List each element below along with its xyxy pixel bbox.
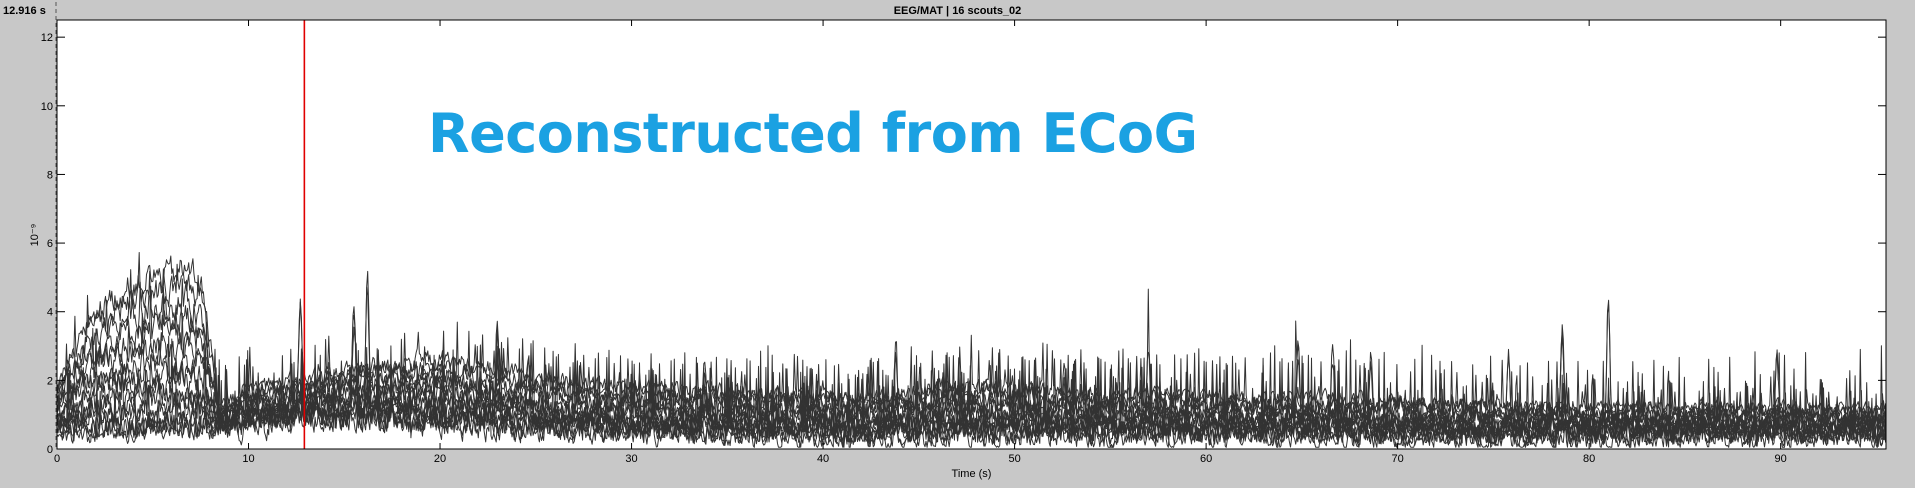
x-tick-label: 80 (1583, 453, 1595, 465)
figure-title: EEG/MAT | 16 scouts_02 (893, 5, 1022, 17)
x-tick-label: 50 (1008, 453, 1020, 465)
scout-trace-15 (56, 252, 1887, 421)
x-tick-label: 60 (1200, 453, 1212, 465)
x-tick-label: 70 (1392, 453, 1404, 465)
cursor-time-readout: 12.916 s (3, 5, 46, 17)
x-tick-label: 10 (242, 453, 254, 465)
y-tick-label: 10 (41, 101, 53, 113)
x-axis-label: Time (s) (952, 468, 992, 480)
scout-trace-16 (56, 255, 1887, 417)
y-tick-label: 6 (47, 238, 53, 250)
scout-trace-10 (56, 344, 1887, 434)
y-tick-label: 12 (41, 32, 53, 44)
y-tick-label: 8 (47, 169, 53, 181)
x-tick-label: 20 (434, 453, 446, 465)
y-axis-label: 10⁻⁹ (29, 224, 41, 247)
x-tick-label: 0 (54, 453, 60, 465)
x-tick-label: 30 (625, 453, 637, 465)
plot-area (57, 20, 1886, 449)
y-axis: 0 2 4 6 8 10 12 (41, 2, 1886, 456)
plot-frame (56, 19, 1887, 450)
y-tick-label: 0 (47, 444, 53, 456)
x-axis: 0 10 20 30 40 50 60 70 80 90 (54, 20, 1787, 465)
y-tick-label: 4 (47, 307, 53, 319)
overlay-annotation: Reconstructed from ECoG (428, 102, 1198, 165)
y-tick-label: 2 (47, 375, 53, 387)
x-tick-label: 40 (817, 453, 829, 465)
title-bar: 12.916 s EEG/MAT | 16 scouts_02 (0, 0, 1915, 20)
scout-trace-4 (56, 320, 1887, 448)
x-tick-label: 90 (1775, 453, 1787, 465)
scout-traces (56, 252, 1887, 448)
